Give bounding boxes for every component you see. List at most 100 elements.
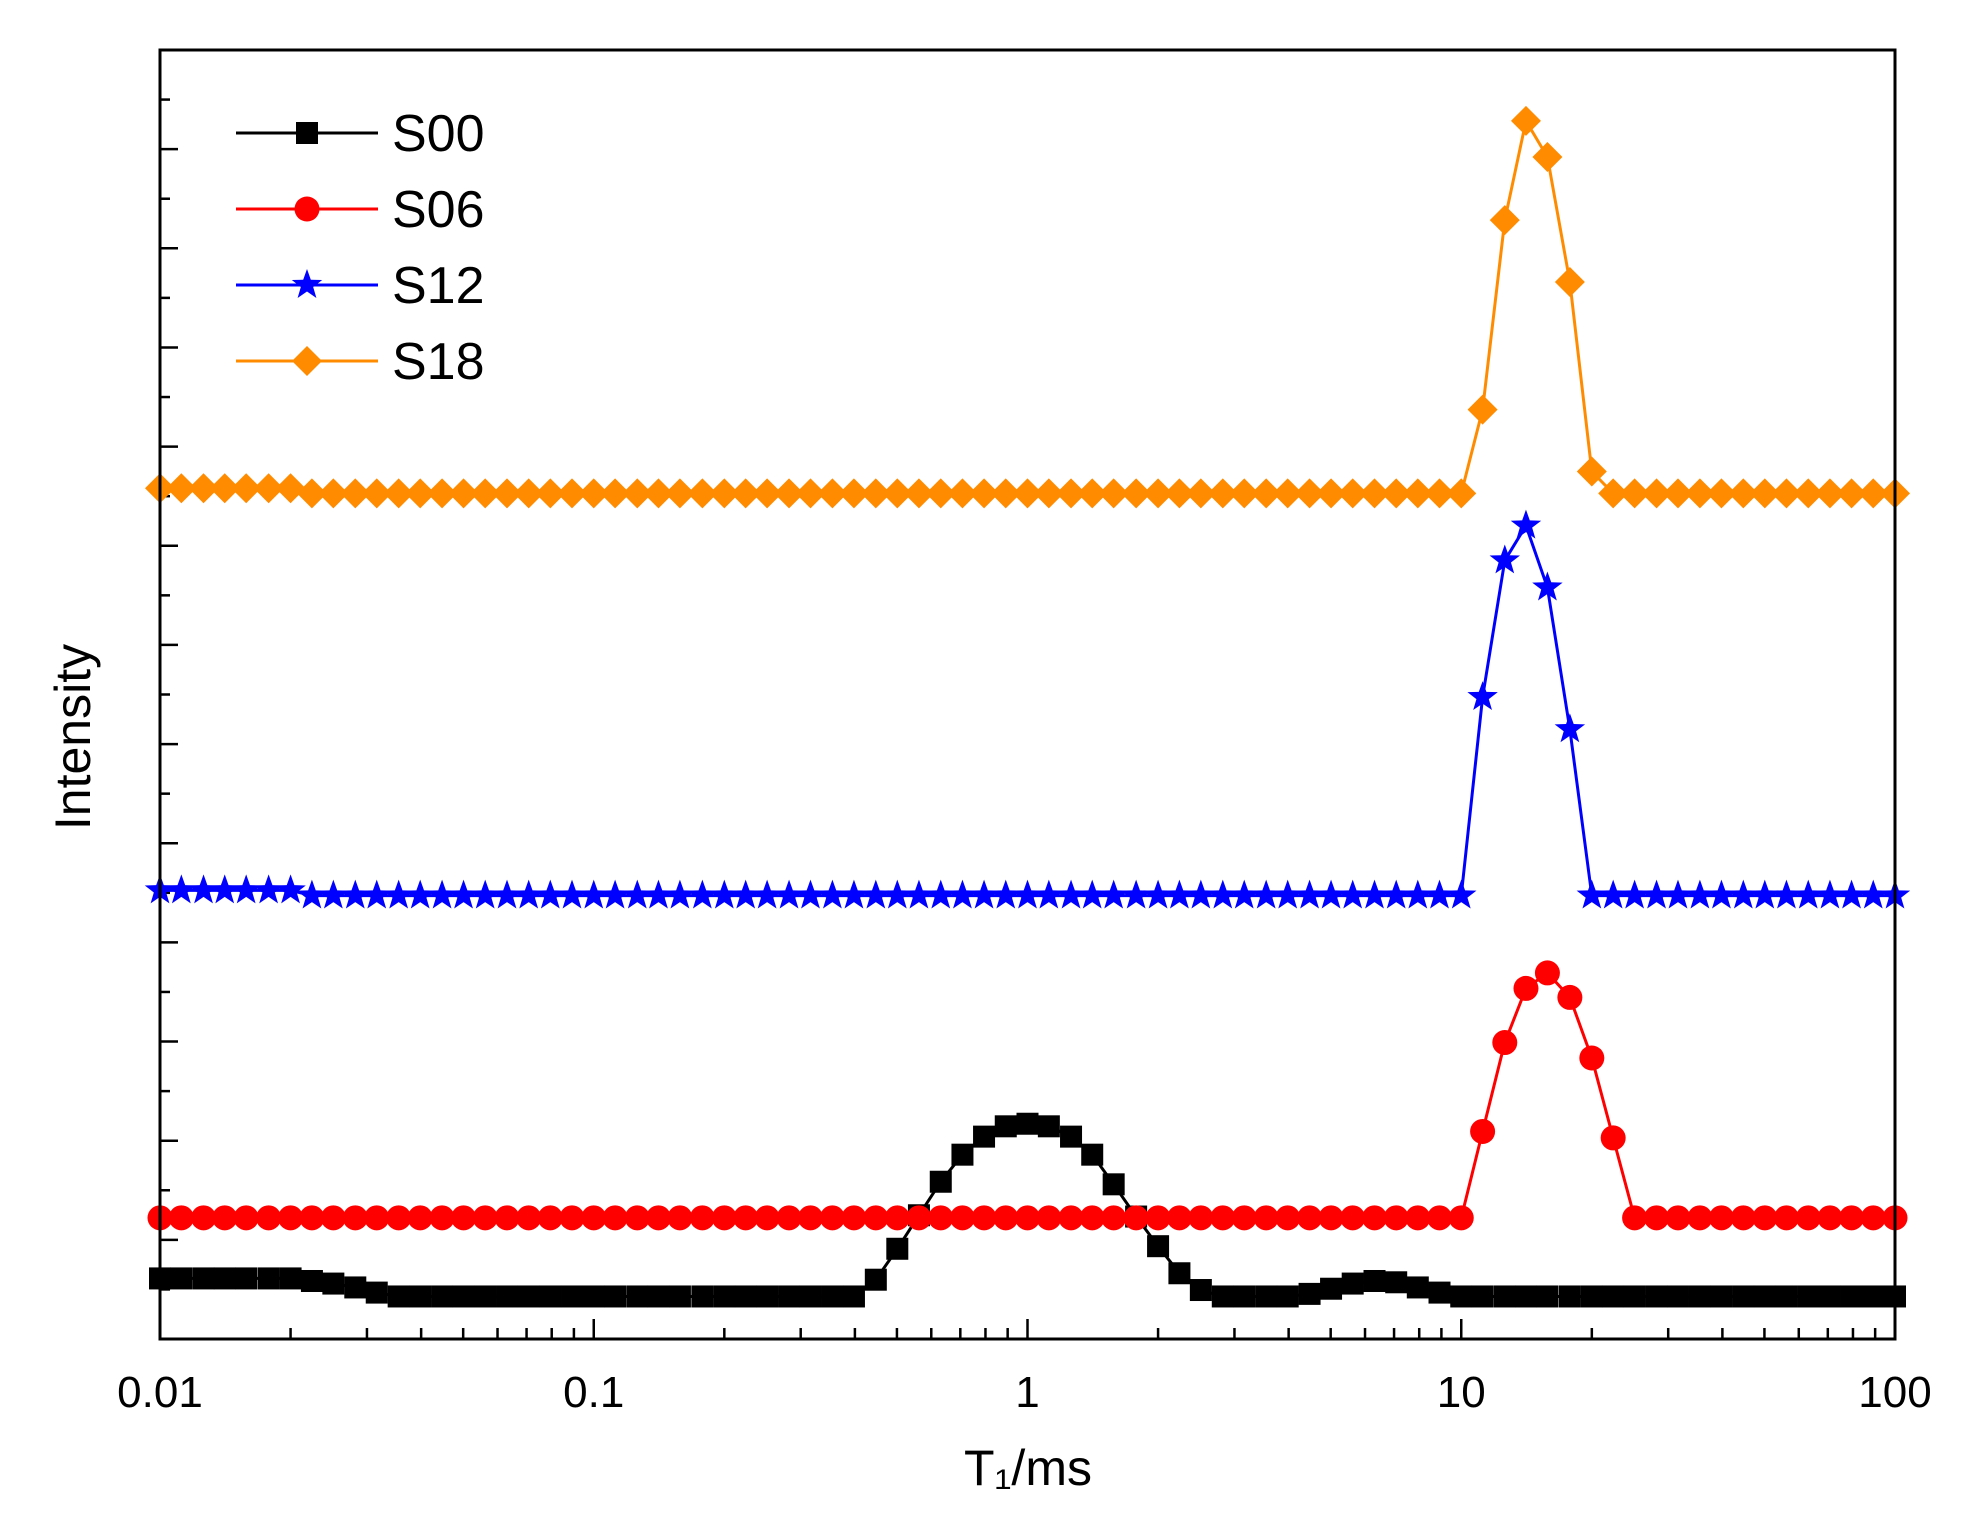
data-point-S00 xyxy=(647,1285,670,1308)
data-point-S00 xyxy=(1060,1125,1083,1148)
data-point-S06 xyxy=(1773,1205,1799,1231)
data-point-S06 xyxy=(1644,1205,1670,1231)
data-point-S18 xyxy=(1164,478,1195,509)
data-point-S12 xyxy=(795,879,826,909)
data-point-S00 xyxy=(713,1285,736,1308)
legend: S00 S06 S12 S18 xyxy=(236,105,485,391)
data-point-S00 xyxy=(474,1285,497,1308)
data-point-S12 xyxy=(1207,879,1239,909)
data-point-S00 xyxy=(1233,1285,1256,1308)
data-point-S18 xyxy=(1229,478,1260,509)
data-point-S18 xyxy=(1424,478,1455,509)
data-point-S06 xyxy=(429,1205,455,1231)
data-point-S12 xyxy=(1250,879,1282,909)
data-point-S00 xyxy=(1471,1285,1494,1308)
data-point-S18 xyxy=(557,478,588,509)
data-point-S18 xyxy=(643,478,674,509)
data-point-S00 xyxy=(539,1285,562,1308)
data-point-S18 xyxy=(1294,478,1325,509)
data-point-S12 xyxy=(1641,879,1672,909)
data-point-S06 xyxy=(407,1205,433,1231)
data-point-S12 xyxy=(556,879,588,909)
series-S06 xyxy=(147,960,1908,1231)
data-point-S06 xyxy=(494,1205,520,1231)
data-point-S18 xyxy=(1771,478,1802,509)
data-point-S18 xyxy=(1836,478,1867,509)
data-point-S00 xyxy=(1450,1285,1473,1308)
x-axis-tick-labels: 0.01 0.1 1 10 100 xyxy=(117,1368,1932,1417)
data-point-S00 xyxy=(1775,1285,1798,1308)
data-point-S12 xyxy=(426,879,458,909)
data-point-S00 xyxy=(409,1285,432,1308)
data-point-S12 xyxy=(469,879,501,909)
data-point-S12 xyxy=(1576,879,1608,909)
data-point-S12 xyxy=(664,879,696,909)
data-point-S06 xyxy=(1665,1205,1691,1231)
legend-label-S18: S18 xyxy=(392,333,485,391)
data-point-S06 xyxy=(1557,984,1583,1010)
data-point-S18 xyxy=(1706,478,1737,509)
data-point-S18 xyxy=(903,478,934,509)
data-point-S06 xyxy=(754,1205,780,1231)
data-point-S00 xyxy=(734,1285,757,1308)
data-point-S00 xyxy=(1732,1285,1755,1308)
data-point-S12 xyxy=(491,879,523,909)
data-point-S00 xyxy=(1385,1271,1408,1294)
data-point-S00 xyxy=(300,1269,323,1292)
data-point-S00 xyxy=(1666,1285,1689,1308)
data-point-S18 xyxy=(1793,478,1824,509)
data-point-S18 xyxy=(1143,478,1174,509)
data-point-S18 xyxy=(1814,478,1845,509)
data-point-S12 xyxy=(1077,879,1108,909)
data-point-S06 xyxy=(1318,1205,1344,1231)
data-point-S12 xyxy=(968,879,1000,909)
data-point-S12 xyxy=(1836,879,1867,909)
data-point-S12 xyxy=(1098,879,1129,909)
data-point-S18 xyxy=(752,478,783,509)
data-point-S18 xyxy=(1467,394,1498,425)
data-point-S00 xyxy=(604,1285,627,1308)
data-point-S12 xyxy=(947,879,978,909)
data-point-S00 xyxy=(1037,1115,1060,1138)
data-point-S00 xyxy=(1320,1277,1343,1300)
data-point-S00 xyxy=(842,1285,865,1308)
data-point-S06 xyxy=(1123,1205,1149,1231)
data-point-S18 xyxy=(990,478,1021,509)
data-point-S06 xyxy=(1362,1205,1388,1231)
data-point-S12 xyxy=(1229,879,1260,909)
data-point-S12 xyxy=(903,879,935,909)
data-point-S12 xyxy=(448,879,479,909)
data-point-S18 xyxy=(1510,105,1541,136)
data-point-S12 xyxy=(1033,879,1065,909)
data-point-S06 xyxy=(1188,1205,1214,1231)
data-point-S12 xyxy=(599,879,631,909)
data-point-S00 xyxy=(1753,1285,1776,1308)
data-point-S12 xyxy=(1684,879,1716,909)
data-point-S18 xyxy=(1728,478,1759,509)
data-point-S12 xyxy=(773,879,805,909)
data-point-S06 xyxy=(472,1205,498,1231)
data-point-S18 xyxy=(383,478,414,509)
data-point-S00 xyxy=(387,1285,410,1308)
data-point-S06 xyxy=(1231,1205,1257,1231)
data-point-S18 xyxy=(231,473,262,504)
data-point-S18 xyxy=(535,478,566,509)
data-point-S18 xyxy=(1576,456,1607,487)
data-point-S12 xyxy=(622,879,653,909)
data-point-S06 xyxy=(1036,1205,1062,1231)
data-point-S06 xyxy=(1513,975,1539,1001)
data-point-S06 xyxy=(1622,1205,1648,1231)
data-point-S12 xyxy=(1185,879,1217,909)
data-point-S06 xyxy=(993,1205,1019,1231)
data-point-S00 xyxy=(1406,1276,1429,1299)
data-point-S00 xyxy=(561,1285,584,1308)
data-point-S06 xyxy=(949,1205,975,1231)
data-point-S00 xyxy=(668,1285,691,1308)
data-point-S06 xyxy=(1405,1205,1431,1231)
data-point-S12 xyxy=(1315,879,1347,909)
x-tick-label: 1 xyxy=(1015,1368,1039,1417)
data-point-S12 xyxy=(925,879,956,909)
data-point-S00 xyxy=(235,1267,258,1290)
legend-item-S12: S12 xyxy=(236,257,485,315)
data-point-S06 xyxy=(212,1205,238,1231)
